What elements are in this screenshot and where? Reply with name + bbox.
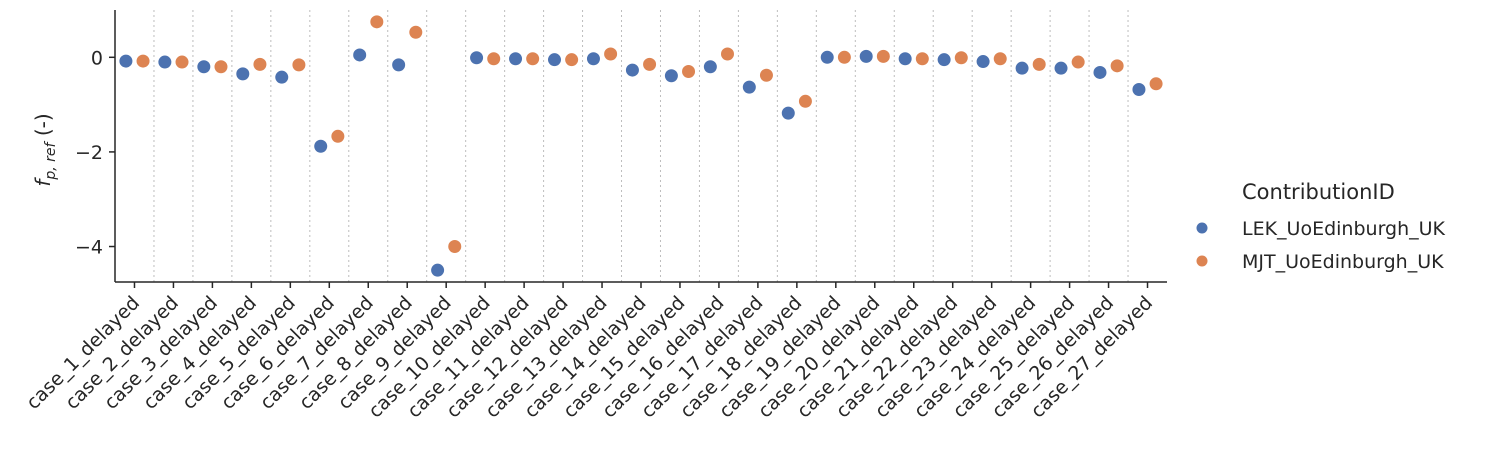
data-point [274, 69, 290, 85]
data-point [391, 57, 407, 73]
data-point [702, 59, 718, 75]
data-point [975, 54, 991, 70]
y-tick-label: −4 [75, 237, 103, 259]
data-point [174, 54, 190, 70]
data-point [1109, 58, 1125, 74]
data-point [758, 67, 774, 83]
data-point [508, 51, 524, 67]
data-point [663, 68, 679, 84]
data-point [1014, 60, 1030, 76]
y-ticks: 0 −2 −4 [75, 47, 115, 259]
y-tick-label: −2 [75, 142, 103, 164]
data-point [430, 262, 446, 278]
data-point [547, 52, 563, 68]
data-point [797, 93, 813, 109]
data-point [369, 14, 385, 30]
data-point [447, 239, 463, 255]
data-point [564, 52, 580, 68]
legend-marker [1196, 255, 1208, 267]
data-point [780, 105, 796, 121]
data-point [624, 62, 640, 78]
data-point [313, 138, 329, 154]
data-point [897, 51, 913, 67]
data-point [157, 54, 173, 70]
data-point [1070, 54, 1086, 70]
y-tick-label: 0 [91, 47, 103, 69]
data-point [135, 53, 151, 69]
data-point [1031, 56, 1047, 72]
legend-label: LEK_UoEdinburgh_UK [1242, 218, 1446, 240]
data-points [118, 14, 1164, 278]
data-point [525, 51, 541, 67]
data-point [836, 49, 852, 65]
data-point [291, 57, 307, 73]
data-point [585, 51, 601, 67]
x-ticks: case_1_delayedcase_2_delayedcase_3_delay… [22, 282, 1157, 422]
legend: ContributionID LEK_UoEdinburgh_UK MJT_UoE… [1196, 180, 1446, 273]
data-point [858, 48, 874, 64]
data-point [642, 56, 658, 72]
data-point [213, 59, 229, 75]
data-point [1148, 76, 1164, 92]
data-point [914, 51, 930, 67]
legend-marker [1196, 222, 1208, 234]
grid-lines [153, 10, 1129, 282]
data-point [875, 48, 891, 64]
data-point [486, 51, 502, 67]
data-point [819, 49, 835, 65]
data-point [603, 46, 619, 62]
data-point [118, 53, 134, 69]
data-point [408, 24, 424, 40]
legend-title: ContributionID [1242, 180, 1395, 204]
data-point [1092, 64, 1108, 80]
data-point [352, 47, 368, 63]
y-axis-title: fp, ref (-) [31, 113, 59, 186]
data-point [252, 56, 268, 72]
data-point [719, 46, 735, 62]
data-point [330, 128, 346, 144]
data-point [469, 50, 485, 66]
data-point [1131, 81, 1147, 97]
data-point [1053, 60, 1069, 76]
data-point [235, 66, 251, 82]
data-point [741, 79, 757, 95]
data-point [936, 52, 952, 68]
data-point [196, 59, 212, 75]
data-point [681, 63, 697, 79]
legend-label: MJT_UoEdinburgh_UK [1242, 251, 1444, 273]
data-point [992, 51, 1008, 67]
data-point [953, 50, 969, 66]
